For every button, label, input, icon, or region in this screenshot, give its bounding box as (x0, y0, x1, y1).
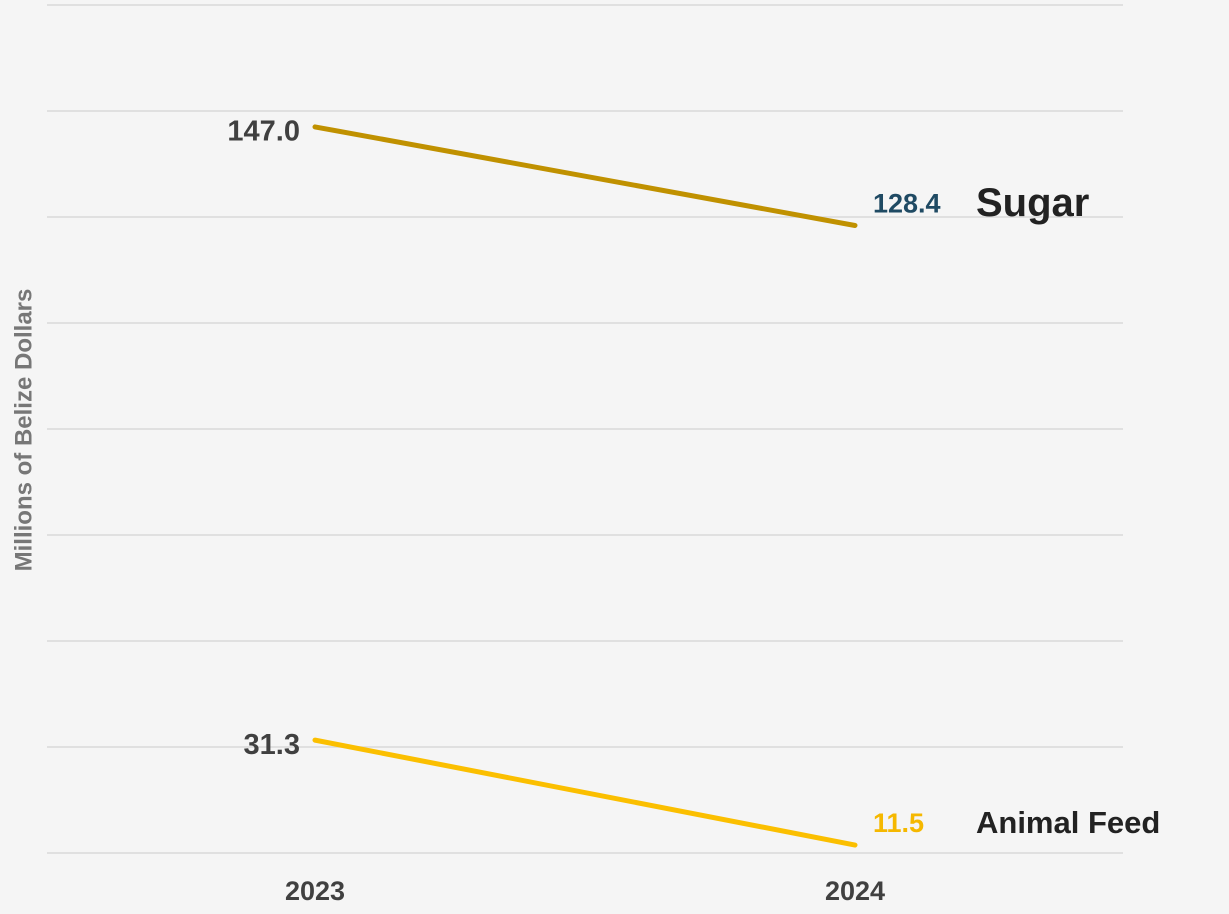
data-label: 11.5 (873, 808, 924, 838)
series-line (312, 737, 858, 848)
data-label: 128.4 (873, 189, 941, 219)
data-label: 31.3 (244, 729, 300, 761)
data-label: 147.0 (227, 116, 300, 148)
y-axis-label: Millions of Belize Dollars (10, 289, 37, 572)
series-line (312, 124, 858, 228)
series-name: Sugar (976, 181, 1089, 225)
x-tick-label: 2023 (285, 876, 345, 906)
x-tick-label: 2024 (825, 876, 885, 906)
series-name: Animal Feed (976, 805, 1160, 840)
